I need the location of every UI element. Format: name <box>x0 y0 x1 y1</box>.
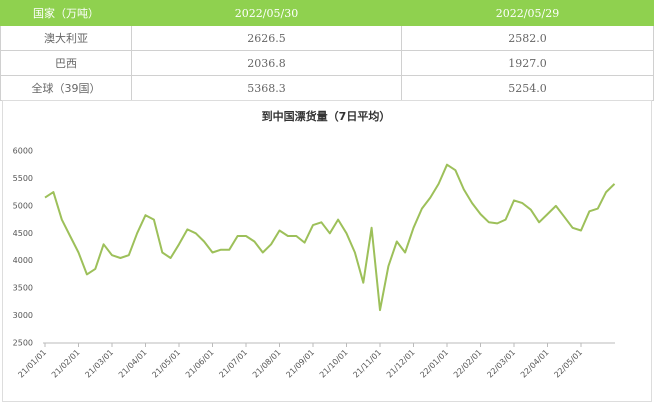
data-table: 国家（万吨） 2022/05/30 2022/05/29 澳大利亚 2626.5 2… <box>0 0 654 101</box>
chart-title: 到中国漂货量（7日平均） <box>262 109 391 123</box>
x-tick-label: 22/02/01 <box>452 348 484 380</box>
x-tick-label: 21/02/01 <box>50 348 82 380</box>
table-cell: 2582.0 <box>401 25 654 51</box>
x-tick-label: 22/01/01 <box>418 348 450 380</box>
table-cell: 全球（39国） <box>0 75 132 101</box>
table-row: 巴西 2036.8 1927.0 <box>0 50 654 76</box>
table-cell: 澳大利亚 <box>0 25 132 51</box>
header-cell: 国家（万吨） <box>0 0 132 26</box>
header-row: 国家（万吨） 2022/05/30 2022/05/29 <box>0 0 654 26</box>
y-tick-label: 6000 <box>13 147 33 156</box>
table-cell: 5254.0 <box>401 75 654 101</box>
y-tick-label: 3500 <box>13 284 33 293</box>
table-body: 澳大利亚 2626.5 2582.0 巴西 2036.8 1927.0 全球（39国） 536… <box>0 25 654 101</box>
x-tick-label: 22/05/01 <box>552 348 584 380</box>
x-tick-label: 21/06/01 <box>184 348 216 380</box>
y-tick-label: 5000 <box>13 201 33 210</box>
y-tick-label: 4000 <box>13 256 33 265</box>
x-tick-label: 21/04/01 <box>117 348 149 380</box>
table-row: 全球（39国） 5368.3 5254.0 <box>0 75 654 101</box>
x-tick-label: 22/03/01 <box>485 348 517 380</box>
header-cell: 2022/05/29 <box>401 0 654 26</box>
x-tick-label: 21/11/01 <box>351 348 383 380</box>
y-tick-label: 3000 <box>13 311 33 320</box>
line-series <box>44 163 616 312</box>
y-tick-label: 4500 <box>13 229 33 238</box>
x-tick-label: 21/01/01 <box>16 348 48 380</box>
x-tick-label: 22/04/01 <box>519 348 551 380</box>
x-tick-label: 21/08/01 <box>251 348 283 380</box>
x-tick-label: 21/05/01 <box>150 348 182 380</box>
y-tick-label: 5500 <box>13 174 33 183</box>
x-tick-label: 21/09/01 <box>284 348 316 380</box>
table-cell: 1927.0 <box>401 50 654 76</box>
chart-panel: 到中国漂货量（7日平均） 2500 3000 3500 4000 4500 5000 550… <box>2 100 652 402</box>
x-tick-label: 21/03/01 <box>83 348 115 380</box>
x-tick-label: 21/07/01 <box>217 348 249 380</box>
x-tick-label: 21/12/01 <box>385 348 417 380</box>
table-cell: 巴西 <box>0 50 132 76</box>
x-tick-label: 21/10/01 <box>318 348 350 380</box>
header-cell: 2022/05/30 <box>131 0 402 26</box>
chart: 到中国漂货量（7日平均） 2500 3000 3500 4000 4500 5000 550… <box>13 109 616 380</box>
table-cell: 5368.3 <box>131 75 402 101</box>
table-cell: 2036.8 <box>131 50 402 76</box>
table-cell: 2626.5 <box>131 25 402 51</box>
y-tick-label: 2500 <box>13 339 33 348</box>
table-row: 澳大利亚 2626.5 2582.0 <box>0 25 654 51</box>
